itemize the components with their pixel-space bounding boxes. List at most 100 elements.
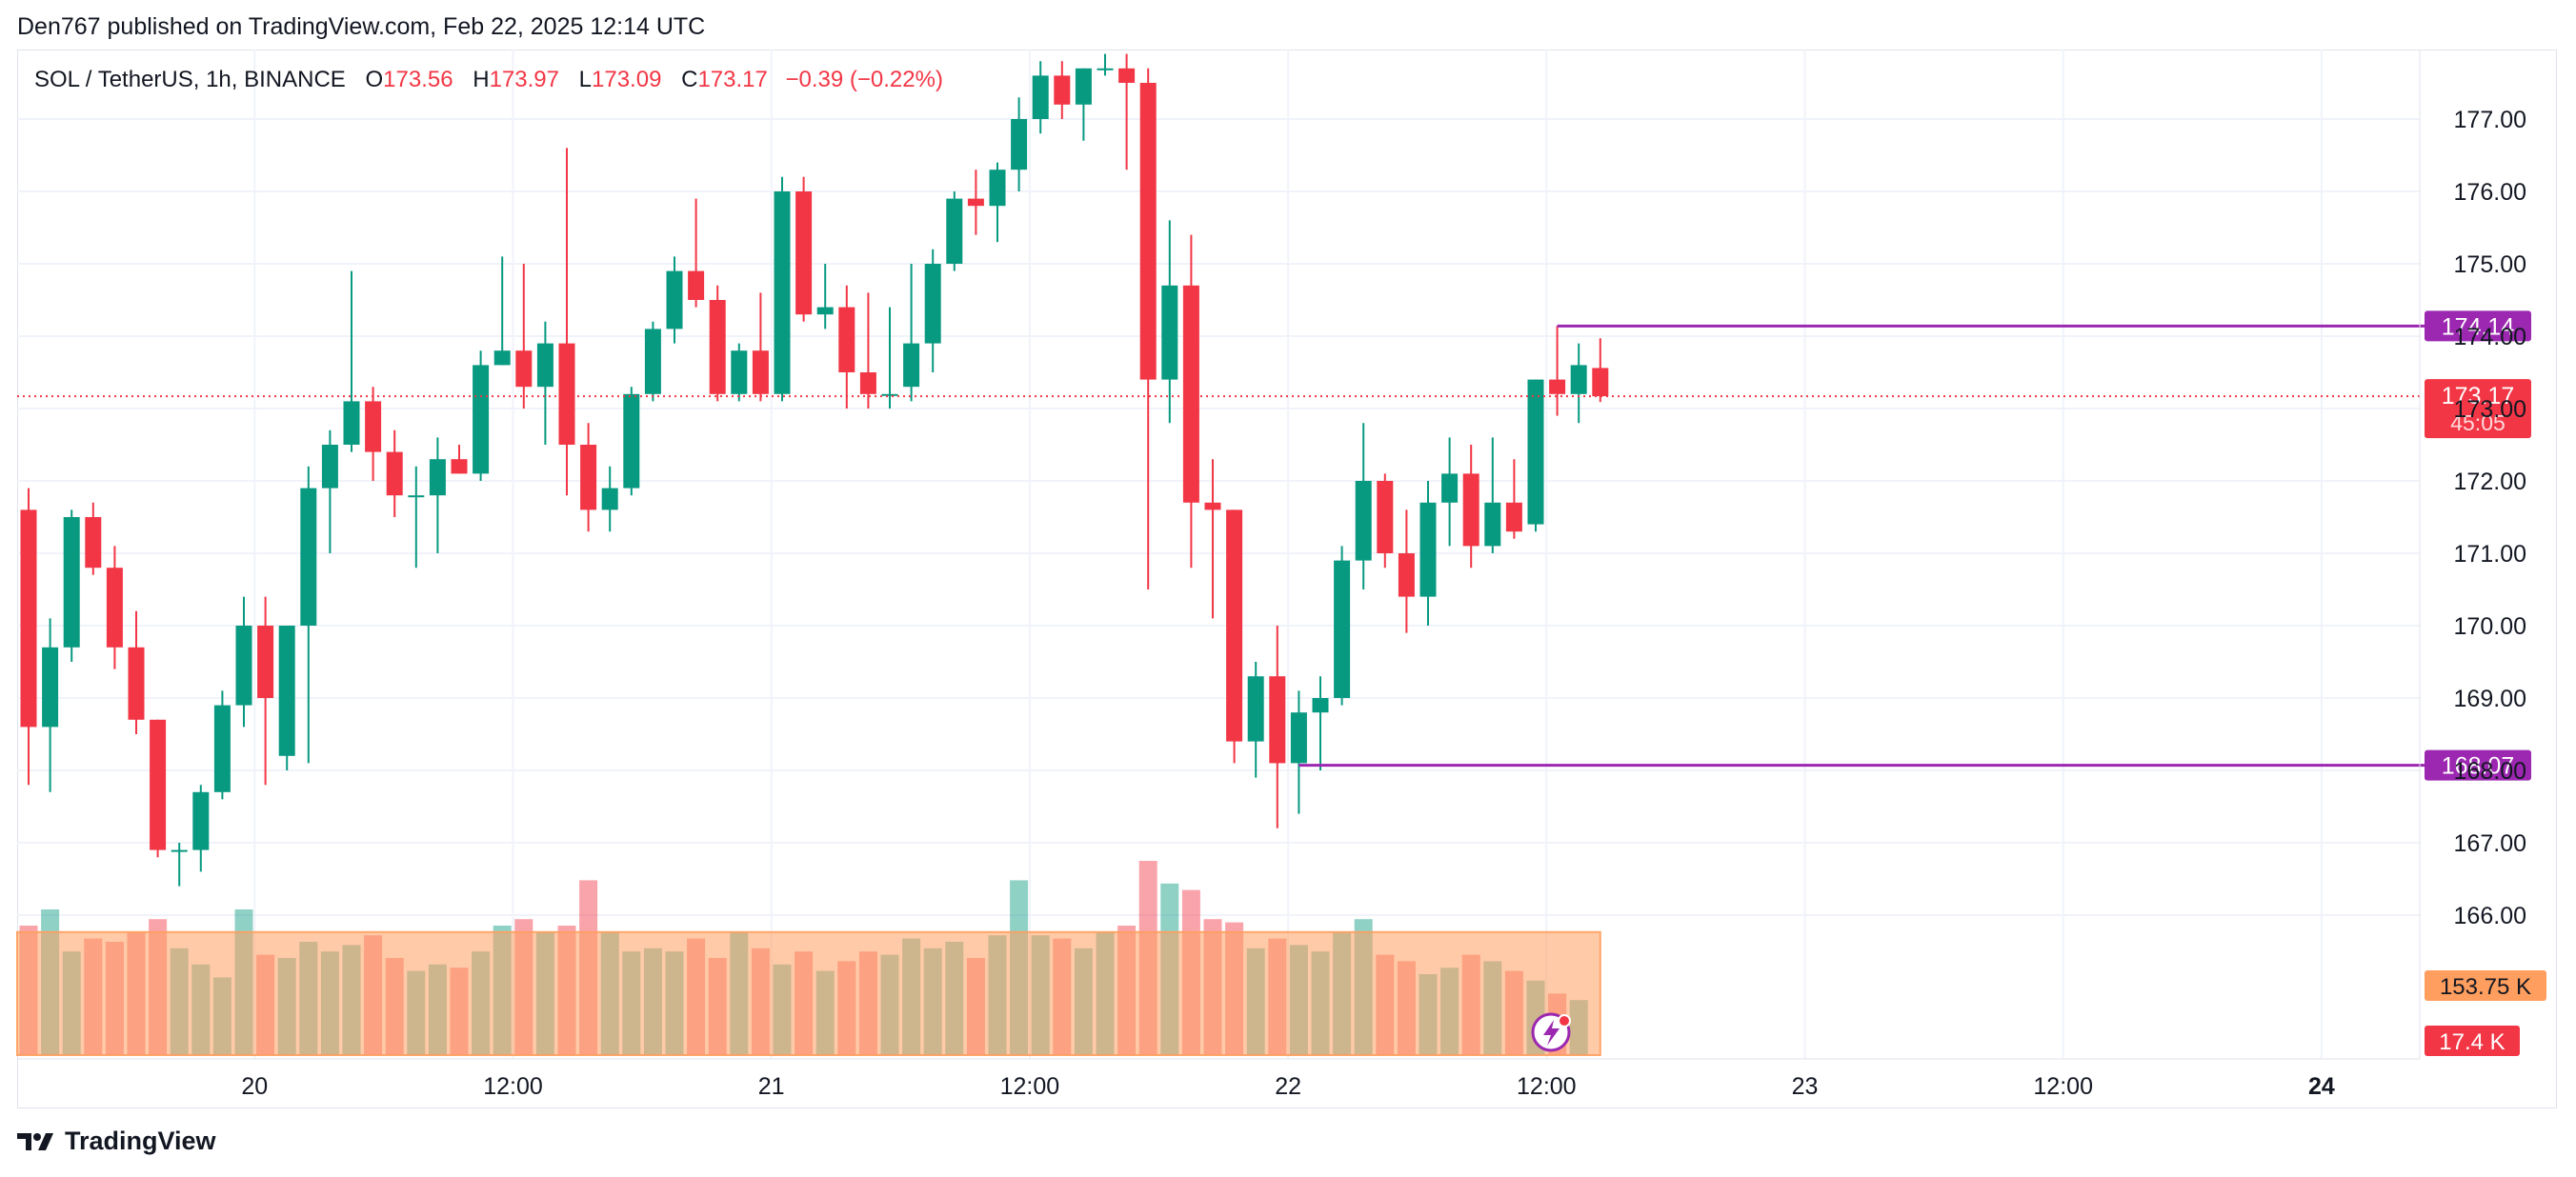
price-tick-label: 169.00: [2454, 686, 2526, 712]
lightning-icon[interactable]: [1531, 1012, 1571, 1052]
candle-body: [213, 705, 231, 792]
candle: [321, 429, 338, 553]
change-value: −0.39 (−0.22%): [785, 67, 943, 92]
tradingview-brand[interactable]: TradingView: [17, 1127, 216, 1156]
candle-body: [1441, 473, 1459, 503]
candle-body: [1226, 509, 1243, 742]
candle-body: [1054, 75, 1071, 105]
candle: [1549, 326, 1566, 416]
price-tick-label: 174.00: [2454, 324, 2526, 350]
candle-body: [171, 849, 188, 852]
candle-body: [859, 372, 876, 394]
last-price-label: 173.17: [2442, 383, 2514, 409]
candle-body: [42, 647, 59, 728]
time-tick-label: 24: [2308, 1073, 2335, 1100]
candle: [429, 437, 446, 553]
price-tick-label: 167.00: [2454, 830, 2526, 857]
candle-body: [1527, 379, 1544, 525]
candle-body: [1075, 68, 1092, 105]
candle-body: [1549, 379, 1566, 394]
candle: [903, 264, 920, 402]
candle: [558, 148, 575, 496]
candle-body: [235, 626, 252, 706]
candle: [688, 198, 705, 308]
candle-body: [343, 401, 360, 445]
candle-body: [1247, 676, 1264, 742]
high-value: 173.97: [489, 67, 559, 92]
candle: [1075, 68, 1092, 141]
candle: [1334, 546, 1351, 706]
candle: [1032, 61, 1049, 134]
candle-body: [63, 517, 80, 648]
candle-body: [752, 350, 769, 394]
candle-body: [321, 445, 338, 489]
volume-ma-area: [16, 930, 1601, 1056]
tradingview-logo-icon: [17, 1132, 53, 1150]
candle: [235, 596, 252, 728]
close-value: 173.17: [697, 67, 768, 92]
price-tick-label: 175.00: [2454, 251, 2526, 278]
candle-body: [1182, 285, 1199, 503]
candle-body: [1334, 560, 1351, 698]
candle-body: [1097, 68, 1114, 70]
price-tick-label: 171.00: [2454, 541, 2526, 568]
price-tick-label: 176.00: [2454, 179, 2526, 206]
candle: [42, 618, 59, 792]
candle-body: [838, 307, 855, 372]
candle: [774, 176, 791, 402]
candle: [816, 264, 834, 329]
low-label: L: [578, 67, 593, 92]
candle-body: [795, 191, 813, 315]
candle: [1182, 234, 1199, 569]
candle-body: [1355, 481, 1372, 561]
candle: [1290, 690, 1307, 814]
candle: [644, 321, 661, 402]
countdown-label: 45:05: [2450, 410, 2506, 435]
candle: [795, 176, 813, 322]
chart-frame: [17, 50, 2557, 1108]
candle: [386, 429, 403, 517]
candle-body: [881, 393, 898, 396]
candle: [1269, 626, 1286, 828]
time-tick-label: 22: [1275, 1073, 1301, 1100]
candle: [1226, 509, 1243, 764]
candle: [1441, 437, 1459, 547]
candle-body: [946, 198, 963, 264]
high-label: H: [473, 67, 490, 92]
candle: [989, 162, 1006, 243]
candle-body: [1269, 676, 1286, 764]
volume-ma-tag: [2425, 970, 2546, 1001]
candle: [300, 466, 317, 764]
candle-body: [429, 459, 446, 496]
candle: [924, 249, 941, 372]
price-tick-label: 173.00: [2454, 396, 2526, 423]
candle-body: [386, 451, 403, 496]
candle: [278, 626, 295, 770]
candle: [1484, 437, 1501, 553]
candle: [536, 321, 553, 445]
candle: [408, 466, 425, 569]
price-tick-label: 168.00: [2454, 758, 2526, 785]
candle-body: [1377, 481, 1394, 553]
candle: [171, 843, 188, 887]
candle: [451, 445, 468, 474]
candle: [1592, 338, 1609, 403]
time-tick-label: 23: [1792, 1073, 1819, 1100]
candle: [515, 264, 533, 409]
candle-body: [709, 300, 726, 394]
candle: [343, 270, 360, 452]
time-axis: 20 12:00 21 12:00 22 12:00 23 12:00 24: [17, 1058, 2420, 1100]
candle-body: [1118, 68, 1136, 83]
candle: [150, 719, 167, 858]
time-tick-label: 12:00: [2033, 1073, 2093, 1100]
candle-body: [601, 488, 618, 510]
candle-body: [106, 568, 123, 648]
candle-body: [1398, 553, 1415, 597]
candle: [838, 285, 855, 409]
candle: [967, 170, 984, 235]
candle-body: [1312, 698, 1329, 713]
grid: [17, 50, 2420, 1059]
symbol-label[interactable]: SOL / TetherUS, 1h, BINANCE: [34, 67, 346, 92]
